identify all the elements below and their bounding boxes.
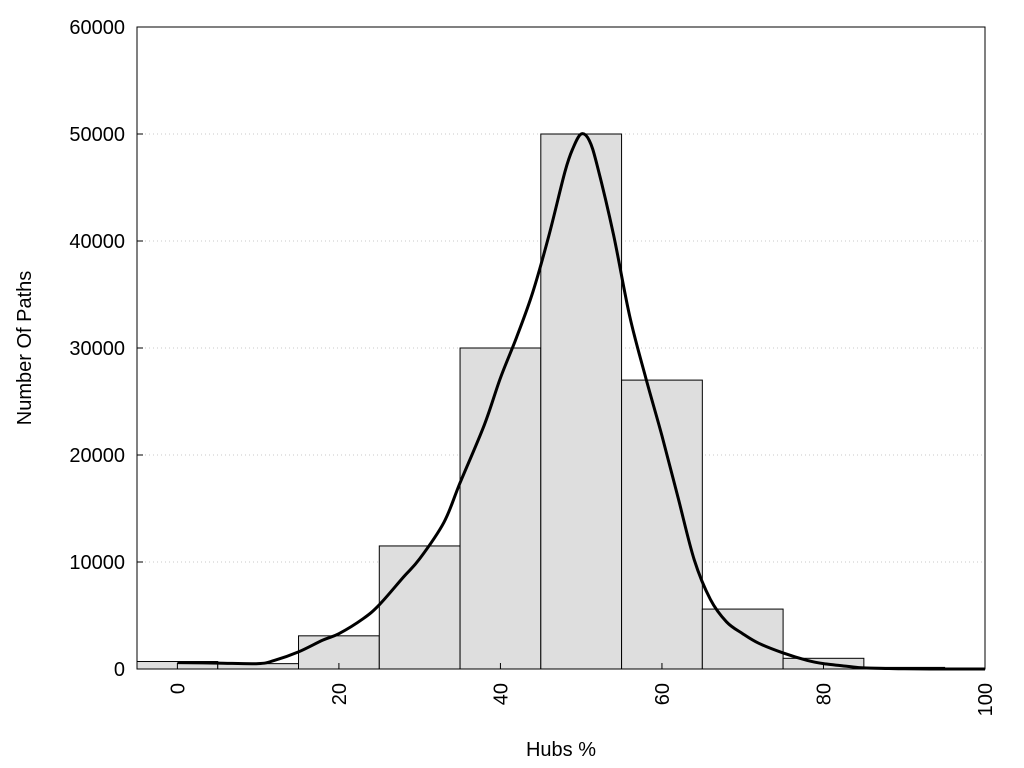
x-tick-label: 0 [167, 683, 189, 694]
y-tick-label: 50000 [69, 124, 125, 146]
histogram-bar [378, 545, 461, 670]
x-axis-label: Hubs % [526, 739, 596, 761]
y-tick-label: 0 [114, 659, 125, 681]
y-tick-label: 20000 [69, 445, 125, 467]
x-tick-label: 60 [652, 683, 674, 705]
y-tick-label: 10000 [69, 552, 125, 574]
x-tick-label: 40 [490, 683, 512, 705]
x-tick-label: 80 [813, 683, 835, 705]
y-axis-label: Number Of Paths [14, 271, 36, 426]
density-curve-layer [177, 132, 986, 671]
axis-ticks [137, 26, 986, 670]
histogram-bar [459, 347, 542, 670]
histogram-bars [136, 133, 946, 670]
x-tick-label: 100 [975, 683, 997, 716]
x-tick-label: 20 [329, 683, 351, 705]
tick-labels: 0 10000 20000 30000 40000 50000 60000 0 20 40 60 80… [69, 17, 997, 716]
density-curve [177, 132, 986, 671]
y-tick-label: 40000 [69, 231, 125, 253]
y-tick-label: 60000 [69, 17, 125, 39]
histogram-bar [621, 379, 703, 670]
histogram-bar [540, 133, 623, 670]
y-tick-label: 30000 [69, 338, 125, 360]
histogram-bar [701, 608, 784, 670]
